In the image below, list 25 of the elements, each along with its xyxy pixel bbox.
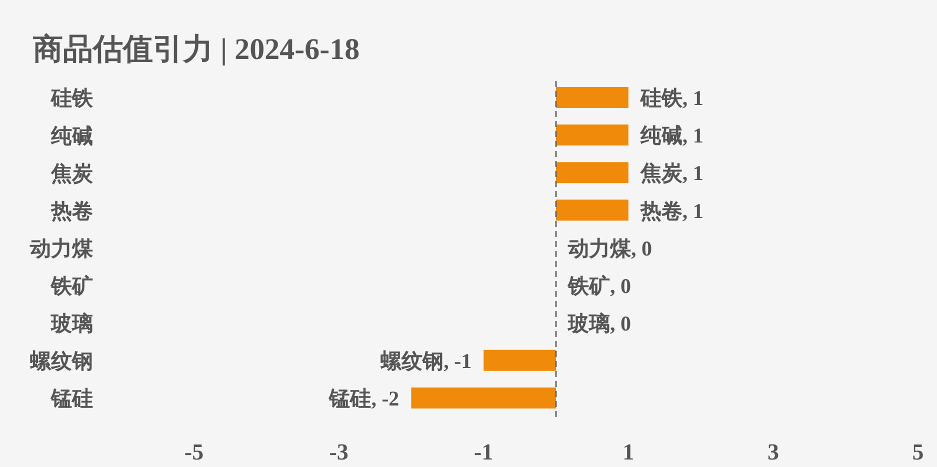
data-label: 纯碱, 1 (639, 124, 704, 148)
x-tick-label: 1 (622, 439, 634, 464)
y-tick-label: 螺纹钢 (29, 349, 93, 374)
data-label: 焦炭, 1 (639, 161, 704, 186)
y-tick-label: 硅铁 (50, 86, 94, 110)
chart-title: 商品估值引力 | 2024-6-18 (33, 33, 360, 66)
data-label: 热卷, 1 (639, 198, 704, 223)
x-tick-label: 3 (767, 439, 779, 464)
y-tick-label: 热卷 (50, 198, 93, 223)
x-tick-label: -3 (329, 439, 348, 464)
x-tick-label: 5 (912, 439, 924, 464)
y-tick-label: 动力煤 (29, 236, 94, 260)
y-tick-label: 铁矿 (50, 274, 93, 298)
y-tick-label: 焦炭 (50, 161, 94, 186)
data-label: 玻璃, 0 (567, 311, 631, 336)
data-label: 锰硅, -2 (328, 386, 400, 411)
y-tick-label: 锰硅 (50, 386, 93, 411)
data-label: 螺纹钢, -1 (380, 349, 472, 374)
x-tick-label: -5 (184, 439, 204, 464)
data-label: 硅铁, 1 (639, 86, 704, 110)
data-label: 动力煤, 0 (567, 236, 652, 260)
y-tick-label: 玻璃 (50, 312, 93, 336)
data-label: 铁矿, 0 (567, 274, 631, 298)
x-tick-label: -1 (474, 439, 494, 464)
y-tick-label: 纯碱 (50, 124, 93, 148)
